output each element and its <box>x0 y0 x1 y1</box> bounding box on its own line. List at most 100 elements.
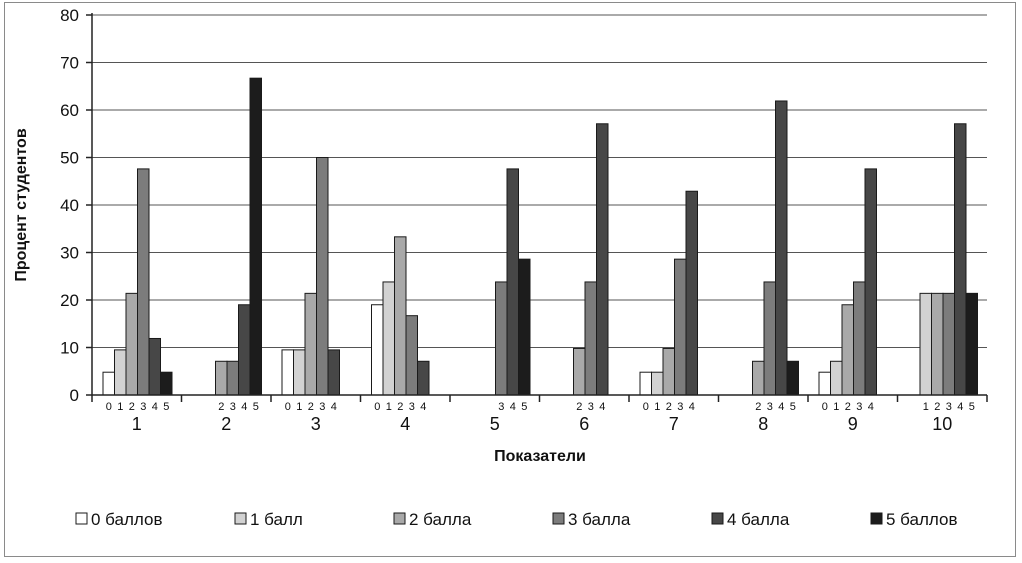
bar-key-label: 4 <box>510 401 516 413</box>
bar <box>148 337 161 396</box>
bar-key-label: 2 <box>934 401 940 413</box>
bar <box>830 360 843 396</box>
bar-key-label: 1 <box>386 401 392 413</box>
legend-label: 2 балла <box>409 510 472 529</box>
bar <box>818 371 831 396</box>
bar <box>327 349 340 396</box>
bar-key-label: 3 <box>767 401 773 413</box>
bar-key-label: 4 <box>420 401 426 413</box>
y-tick-label: 0 <box>70 386 79 405</box>
bar <box>394 236 407 396</box>
bar-key-label: 5 <box>521 401 527 413</box>
bar <box>919 292 932 396</box>
bar-key-label: 5 <box>163 401 169 413</box>
bar-key-label: 5 <box>253 401 259 413</box>
bar-key-label: 2 <box>666 401 672 413</box>
bar <box>215 360 228 396</box>
x-category-label: 7 <box>669 414 679 434</box>
bar <box>102 371 115 396</box>
bar-key-label: 0 <box>643 401 649 413</box>
bar-key-label: 4 <box>599 401 605 413</box>
bar-key-label: 2 <box>755 401 761 413</box>
bar <box>763 281 776 396</box>
legend-swatch <box>75 512 88 525</box>
bar-key-label: 0 <box>374 401 380 413</box>
bar <box>304 292 317 396</box>
legend-swatch <box>393 512 406 525</box>
y-tick-label: 10 <box>60 339 79 358</box>
bar-key-label: 1 <box>117 401 123 413</box>
bar-key-label: 2 <box>129 401 135 413</box>
bar-key-label: 4 <box>778 401 784 413</box>
bar <box>685 190 698 396</box>
y-tick-label: 70 <box>60 54 79 73</box>
bar-key-label: 3 <box>588 401 594 413</box>
bar-key-label: 2 <box>845 401 851 413</box>
bar-key-label: 0 <box>106 401 112 413</box>
y-tick-label: 80 <box>60 6 79 25</box>
bar <box>573 347 586 396</box>
bar <box>238 304 251 396</box>
x-category-label: 1 <box>132 414 142 434</box>
bar <box>281 349 294 396</box>
y-axis-ticks: 0 10 20 30 40 50 60 70 80 <box>60 6 92 405</box>
bar-key-label: 4 <box>152 401 158 413</box>
x-category-label: 9 <box>848 414 858 434</box>
y-tick-label: 60 <box>60 101 79 120</box>
bar-key-label: 4 <box>868 401 874 413</box>
x-category-label: 6 <box>579 414 589 434</box>
bar <box>506 168 519 396</box>
bar <box>853 281 866 396</box>
grid-lines <box>92 14 987 348</box>
bar-key-label: 2 <box>576 401 582 413</box>
bar <box>249 77 262 396</box>
bar-key-label: 0 <box>822 401 828 413</box>
bar <box>942 292 955 396</box>
bar <box>786 360 799 396</box>
x-axis-categories: 1 2 3 4 5 6 7 8 9 10 <box>91 395 988 434</box>
bar <box>518 258 531 396</box>
bar-key-label: 3 <box>140 401 146 413</box>
bar-key-label: 4 <box>689 401 695 413</box>
bar <box>226 360 239 396</box>
legend: 0 баллов 1 балл 2 балла 3 балла 4 балла 5 бал… <box>75 510 958 529</box>
x-category-label: 10 <box>932 414 952 434</box>
y-tick-label: 40 <box>60 196 79 215</box>
bar-key-label: 3 <box>319 401 325 413</box>
bar <box>674 258 687 396</box>
bar <box>752 360 765 396</box>
legend-label: 1 балл <box>250 510 303 529</box>
x-category-label: 5 <box>490 414 500 434</box>
bar-key-label: 1 <box>296 401 302 413</box>
y-tick-label: 20 <box>60 291 79 310</box>
bar-key-label: 1 <box>923 401 929 413</box>
bar-key-label: 2 <box>308 401 314 413</box>
legend-label: 0 баллов <box>91 510 163 529</box>
x-category-label: 3 <box>311 414 321 434</box>
bar <box>931 292 944 396</box>
bar-key-label: 4 <box>241 401 247 413</box>
bar-key-label: 4 <box>957 401 963 413</box>
legend-swatch <box>870 512 883 525</box>
bar <box>651 371 664 396</box>
chart-frame <box>4 2 1016 557</box>
bar <box>125 292 138 396</box>
bar <box>371 304 384 396</box>
bar <box>841 304 854 396</box>
bar-key-label: 5 <box>790 401 796 413</box>
bar-key-label: 2 <box>397 401 403 413</box>
bar-key-label: 2 <box>218 401 224 413</box>
bar <box>965 292 978 396</box>
bar-key-label: 1 <box>654 401 660 413</box>
bar <box>405 315 418 396</box>
bar <box>316 157 329 396</box>
bar-key-label: 3 <box>856 401 862 413</box>
legend-swatch <box>234 512 247 525</box>
bar <box>495 281 508 396</box>
bar-key-label: 3 <box>498 401 504 413</box>
bar <box>662 347 675 396</box>
y-axis-label: Процент студентов <box>13 128 30 281</box>
bar <box>114 349 127 396</box>
